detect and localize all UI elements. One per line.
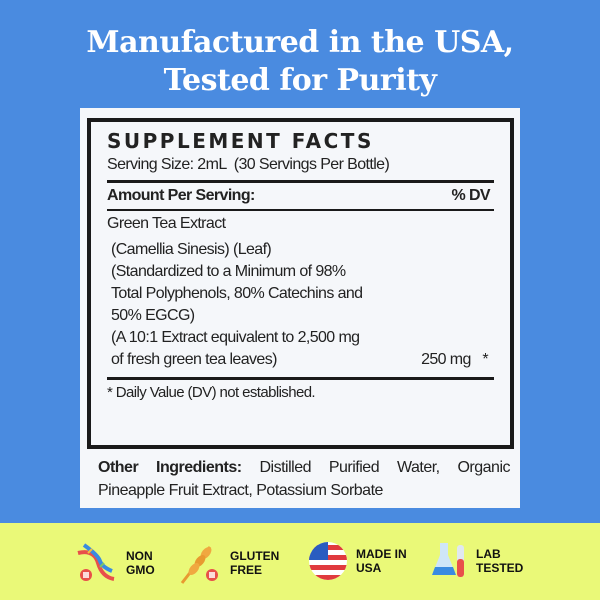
badge-non-gmo: NON GMO bbox=[74, 541, 186, 585]
dv-header: % DV bbox=[451, 187, 491, 204]
badge-lab-tested: LAB TESTED bbox=[432, 541, 536, 581]
footnote: * Daily Value (DV) not established. bbox=[107, 384, 316, 401]
dna-icon bbox=[77, 543, 115, 581]
other-label: Other Ingredients: bbox=[98, 459, 242, 476]
divider bbox=[107, 377, 494, 380]
headline-line-2: Tested for Purity bbox=[163, 63, 437, 98]
divider bbox=[107, 180, 494, 183]
divider bbox=[107, 209, 494, 211]
supplement-facts-box: SUPPLEMENT FACTS Serving Size: 2mL (30 S… bbox=[87, 118, 514, 449]
headline-line-1: Manufactured in the USA, bbox=[86, 25, 514, 60]
supplement-panel: SUPPLEMENT FACTS Serving Size: 2mL (30 S… bbox=[80, 108, 520, 508]
badge-line: GLUTEN bbox=[230, 549, 280, 563]
amount-value: 250 mg * bbox=[421, 351, 489, 368]
facts-title: SUPPLEMENT FACTS bbox=[107, 129, 374, 153]
badge-line: NON bbox=[126, 549, 153, 563]
headline: Manufactured in the USA, Tested for Puri… bbox=[0, 24, 600, 100]
wheat-icon bbox=[180, 546, 218, 584]
serving-size: Serving Size: 2mL (30 Servings Per Bottl… bbox=[107, 156, 390, 173]
badge-line: USA bbox=[356, 561, 382, 575]
us-flag-icon bbox=[309, 542, 347, 580]
ingredient-detail: 50% EGCG) bbox=[111, 307, 195, 324]
badge-line: TESTED bbox=[476, 561, 524, 575]
ingredient-detail: of fresh green tea leaves) bbox=[111, 351, 277, 368]
amount-header-row: Amount Per Serving: % DV bbox=[107, 185, 494, 207]
ingredient-name: Green Tea Extract bbox=[107, 215, 226, 232]
amount-row: of fresh green tea leaves) 250 mg * bbox=[107, 349, 494, 371]
other-ingredients: Other Ingredients: Distilled Purified Wa… bbox=[98, 456, 511, 502]
badge-band: NON GMO GLUTEN FREE MADE IN USA LAB TESTED bbox=[0, 523, 600, 600]
badge-line: MADE IN bbox=[356, 547, 407, 561]
ingredient-detail: (Camellia Sinesis) (Leaf) bbox=[111, 241, 272, 258]
badge-line: GMO bbox=[126, 563, 155, 577]
lab-flask-icon bbox=[432, 543, 464, 577]
other-text: Distilled Purified Water, Organic Pineap… bbox=[98, 459, 511, 499]
badge-line: FREE bbox=[230, 563, 263, 577]
ingredient-detail: (A 10:1 Extract equivalent to 2,500 mg bbox=[111, 329, 360, 346]
ingredient-detail: Total Polyphenols, 80% Catechins and bbox=[111, 285, 363, 302]
amount-header: Amount Per Serving: bbox=[107, 187, 255, 204]
badge-line: LAB bbox=[476, 547, 501, 561]
badge-made-in-usa: MADE IN USA bbox=[308, 541, 416, 581]
badge-gluten-free: GLUTEN FREE bbox=[178, 541, 290, 585]
ingredient-detail: (Standardized to a Minimum of 98% bbox=[111, 263, 346, 280]
